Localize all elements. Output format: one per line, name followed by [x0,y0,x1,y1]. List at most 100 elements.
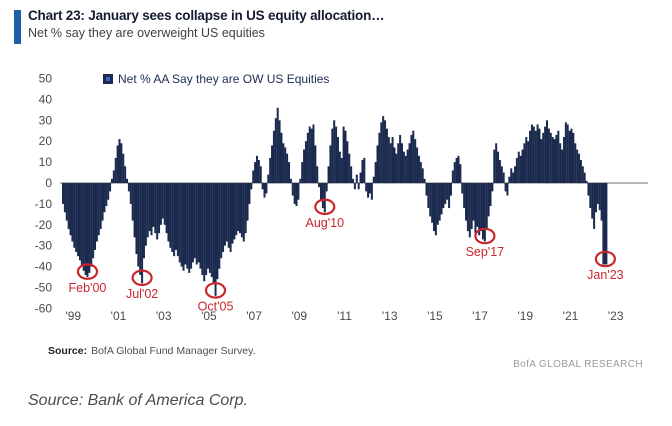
data-bar [67,183,70,229]
data-bar [131,183,134,221]
data-bar [308,126,311,183]
data-bar [289,178,292,183]
data-bar [310,128,313,183]
data-bar [272,130,275,183]
data-bar [246,183,249,221]
data-bar [376,145,379,183]
data-bar [419,162,422,183]
data-bar [203,183,206,282]
data-bar [207,183,210,269]
data-bar [455,157,458,183]
data-bar [176,183,179,257]
data-bar [417,155,420,183]
data-bar [566,124,569,183]
data-bar [197,183,200,263]
data-bar [231,183,234,244]
data-bar [86,183,89,278]
y-axis-tick-label: -30 [35,239,53,253]
data-bar [263,183,266,198]
data-bar [578,153,581,183]
x-axis-tick-label: '21 [563,309,579,323]
data-bar [397,143,400,183]
data-bar [384,120,387,183]
data-bar [237,183,240,232]
x-axis-tick-label: '09 [291,309,307,323]
x-axis-tick-label: '99 [65,309,81,323]
data-bar [156,183,159,240]
data-bar [391,137,394,183]
data-bar [532,126,535,183]
data-bar [214,183,217,296]
data-bar [594,183,597,213]
data-bar [440,183,443,215]
data-bar [559,143,562,183]
data-bar [142,183,145,259]
data-bar [255,155,258,183]
data-bar [602,183,608,265]
data-bar [589,183,592,209]
data-bar [521,149,524,183]
data-bar [208,183,211,273]
data-bar [78,183,81,261]
annotation-circle [204,282,227,299]
data-bar [359,172,362,183]
data-bar [333,120,336,183]
data-bar [110,178,113,183]
data-bar [188,183,191,273]
data-bar [393,147,396,183]
data-bar [600,183,603,221]
data-bar [534,130,537,183]
legend-label: Net % AA Say they are OW US Equities [118,72,330,86]
data-bar [175,183,177,250]
data-bar [90,183,93,267]
source-label: Source: [48,345,88,357]
data-bar [591,183,594,219]
data-bar [158,183,161,234]
y-axis-tick-label: -40 [35,260,53,274]
data-bar [88,183,91,273]
data-bar [387,137,390,183]
data-bar [274,118,277,183]
data-bar [329,145,332,183]
data-bar [167,183,170,242]
data-bar [169,183,172,248]
data-bar [293,183,296,204]
data-bar [427,183,430,209]
data-bar [549,132,552,183]
data-bar [284,147,287,183]
data-bar [161,183,164,219]
data-bar [65,183,68,221]
data-bar [448,183,451,209]
data-bar [593,183,596,229]
y-axis-tick-label: 40 [39,92,53,106]
chart-subtitle: Net % say they are overweight US equitie… [28,26,265,40]
data-bar [71,183,74,242]
data-bar [216,183,219,280]
data-bar [109,183,112,192]
y-axis-tick-label: 50 [39,72,53,86]
data-bar [367,183,370,198]
data-bar [598,183,601,211]
data-bar [453,162,456,183]
data-bar [540,139,543,183]
data-bar [465,183,468,221]
x-axis-tick-label: '07 [246,309,262,323]
data-bar [368,183,371,194]
data-bar [525,137,528,183]
data-bar [557,130,560,183]
annotation-label: Jan'23 [587,268,623,282]
data-bar [331,128,334,183]
data-bar [114,157,117,183]
data-bar [365,183,368,192]
data-bar [148,183,151,232]
data-bar [154,183,157,234]
data-bar [122,153,125,183]
data-bar [389,143,392,183]
data-bar [480,183,483,232]
data-bar [468,183,471,238]
data-bar [150,183,153,236]
data-bar [218,183,221,269]
data-bar [259,166,262,183]
x-axis-tick-label: '19 [517,309,533,323]
data-bar [299,178,302,183]
